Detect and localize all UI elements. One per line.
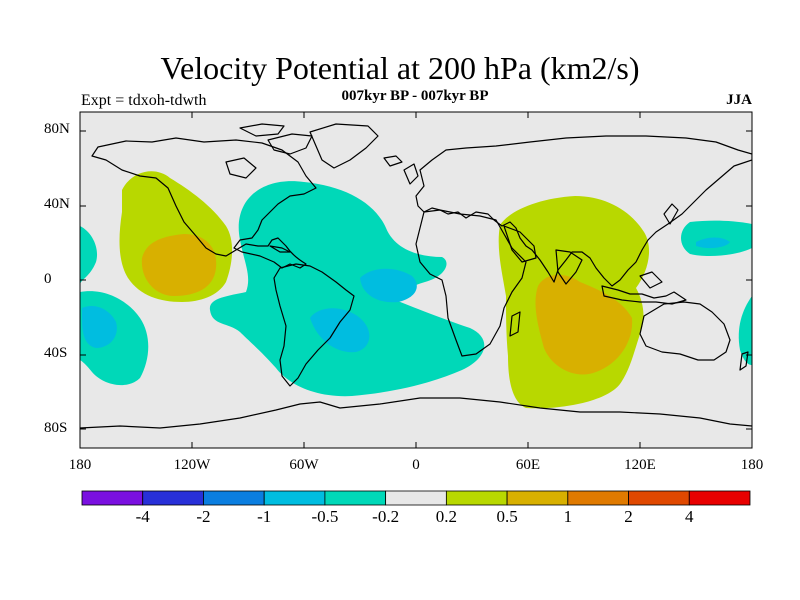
map-area xyxy=(80,112,752,448)
colorbar-label: 4 xyxy=(685,507,694,526)
colorbar-label: -4 xyxy=(135,507,150,526)
lon-tick-label: 120W xyxy=(173,457,211,473)
strong-negative-anomaly-regions xyxy=(82,237,730,353)
colorbar-swatch xyxy=(688,490,751,506)
lon-tick-label: 60W xyxy=(289,457,319,473)
lat-tick-label: 0 xyxy=(44,271,52,287)
lon-tick-label: 60E xyxy=(515,457,541,473)
lon-tick-label: 0 xyxy=(412,457,420,473)
colorbar-label: -2 xyxy=(196,507,211,526)
lat-tick-label: 40N xyxy=(44,196,70,212)
coastlines xyxy=(80,123,752,429)
map-title: Velocity Potential at 200 hPa (km2/s) xyxy=(160,50,640,86)
colorbar-label: -0.2 xyxy=(372,507,400,526)
map-subtitle: 007kyr BP - 007kyr BP xyxy=(341,88,489,104)
colorbar-label: 0.2 xyxy=(435,507,457,526)
colorbar-swatch xyxy=(324,490,387,506)
colorbar-label: 2 xyxy=(624,507,633,526)
lon-tick-label: 180 xyxy=(68,457,92,473)
experiment-label: Expt = tdxoh-tdwth xyxy=(81,92,207,109)
lon-tick-label: 120E xyxy=(624,457,656,473)
colorbar-swatch xyxy=(567,490,629,506)
season-label: JJA xyxy=(726,92,752,108)
colorbar-label: -1 xyxy=(257,507,272,526)
colorbar-swatch xyxy=(203,490,265,506)
colorbar-swatch xyxy=(506,490,569,506)
lat-tick-label: 40S xyxy=(44,345,68,361)
lat-tick-label: 80N xyxy=(44,121,70,137)
colorbar-swatch xyxy=(385,490,447,506)
colorbar-label: -0.5 xyxy=(311,507,339,526)
colorbar xyxy=(81,490,751,506)
colorbar-label: 1 xyxy=(563,507,573,526)
colorbar-swatch xyxy=(142,490,204,506)
colorbar-swatch xyxy=(628,490,690,506)
colorbar-swatch xyxy=(263,490,326,506)
lat-tick-label: 80S xyxy=(44,420,68,436)
colorbar-swatch xyxy=(445,490,508,506)
colorbar-swatch xyxy=(81,490,144,506)
strong-positive-anomaly-regions xyxy=(141,234,633,375)
lon-tick-label: 180 xyxy=(740,457,764,473)
axis-ticks xyxy=(80,112,752,448)
colorbar-label: 0.5 xyxy=(496,507,518,526)
